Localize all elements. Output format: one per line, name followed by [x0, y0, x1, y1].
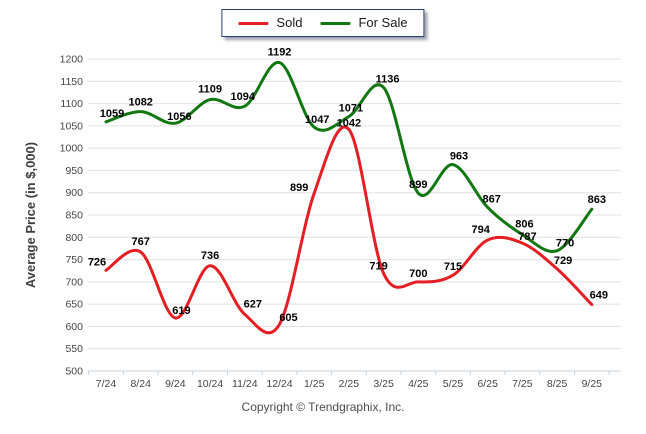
x-axis-tick-label: 7/25 [512, 378, 533, 390]
for-sale-data-label: 867 [483, 193, 501, 205]
sold-data-label: 1042 [337, 117, 361, 129]
legend-label-for-sale: For Sale [358, 15, 408, 30]
legend-item-for-sale: For Sale [320, 15, 408, 30]
sold-data-label: 736 [201, 250, 219, 262]
y-axis-tick-label: 650 [65, 299, 83, 311]
copyright-text: Copyright © Trendgraphix, Inc. [241, 400, 405, 414]
for-sale-data-label: 1056 [167, 111, 191, 123]
x-axis-tick-label: 7/24 [96, 378, 117, 390]
y-axis-tick-label: 600 [65, 321, 83, 333]
legend-label-sold: Sold [276, 15, 303, 30]
y-axis-tick-label: 1050 [60, 120, 84, 132]
sold-data-label: 794 [472, 224, 491, 236]
for-sale-data-label: 1109 [198, 84, 222, 96]
sold-data-label: 787 [518, 231, 536, 243]
for-sale-data-label: 1059 [100, 108, 124, 120]
sold-data-label: 700 [409, 268, 427, 280]
for-sale-data-label: 1192 [268, 47, 292, 59]
for-sale-series-line [104, 61, 594, 253]
sold-data-label: 715 [444, 261, 462, 273]
x-axis-tick-label: 6/25 [477, 378, 498, 390]
y-axis-tick-label: 1100 [60, 98, 83, 110]
for-sale-data-label: 1094 [231, 91, 256, 103]
sold-data-label: 627 [244, 298, 262, 310]
sold-data-label: 899 [290, 182, 308, 194]
sold-data-label: 605 [279, 312, 297, 324]
sold-data-label: 767 [132, 236, 150, 248]
x-axis-tick-label: 12/24 [266, 378, 292, 390]
x-axis-tick-label: 5/25 [443, 378, 464, 390]
sold-line-swatch [238, 21, 269, 25]
for-sale-data-label: 1082 [128, 97, 152, 109]
x-axis-tick-label: 10/24 [197, 378, 223, 390]
legend: Sold For Sale [221, 9, 425, 37]
y-axis-tick-label: 750 [65, 254, 83, 266]
sold-data-label: 726 [88, 256, 106, 268]
x-axis-tick-label: 8/24 [130, 378, 151, 390]
y-axis-tick-label: 1150 [60, 76, 83, 88]
x-axis-tick-label: 4/25 [408, 378, 429, 390]
for-sale-data-label: 863 [588, 194, 606, 206]
x-axis-tick-label: 2/25 [339, 378, 360, 390]
x-axis-tick-label: 9/24 [165, 378, 186, 390]
for-sale-data-label: 1047 [305, 114, 329, 126]
for-sale-data-label: 1071 [339, 102, 363, 114]
x-axis-tick-label: 8/25 [547, 378, 568, 390]
y-axis-tick-label: 700 [65, 276, 83, 288]
x-axis-tick-label: 9/25 [582, 378, 603, 390]
y-axis-tick-label: 1200 [60, 54, 84, 66]
y-axis-tick-label: 1000 [60, 143, 84, 155]
y-axis-tick-label: 500 [65, 366, 83, 378]
y-axis-tick-label: 900 [65, 187, 83, 199]
x-axis-tick-label: 1/25 [304, 378, 325, 390]
sold-data-label: 649 [590, 290, 608, 302]
y-axis-tick-label: 800 [65, 232, 83, 244]
average-price-line-chart: 500 550 600 650 700 750 800 850 900 950 1000 1050 11… [23, 47, 621, 390]
legend-item-sold: Sold [238, 16, 302, 30]
y-axis-title: Average Price (in $,000) [23, 142, 38, 288]
y-axis-tick-label: 850 [65, 210, 83, 222]
sold-data-label: 719 [369, 260, 387, 272]
for-sale-data-label: 770 [556, 238, 574, 250]
y-axis-tick-label: 550 [65, 343, 83, 355]
sold-data-label: 729 [554, 255, 572, 267]
sold-data-label: 619 [172, 305, 190, 317]
for-sale-line-swatch [320, 21, 351, 25]
x-axis-tick-label: 3/25 [373, 378, 394, 390]
sold-series-line [104, 125, 594, 335]
for-sale-data-label: 963 [450, 151, 468, 163]
y-axis-tick-label: 950 [65, 165, 83, 177]
for-sale-data-label: 806 [515, 219, 533, 231]
x-axis-tick-label: 11/24 [232, 378, 258, 390]
for-sale-data-label: 1136 [376, 74, 400, 86]
for-sale-data-label: 899 [409, 179, 427, 191]
